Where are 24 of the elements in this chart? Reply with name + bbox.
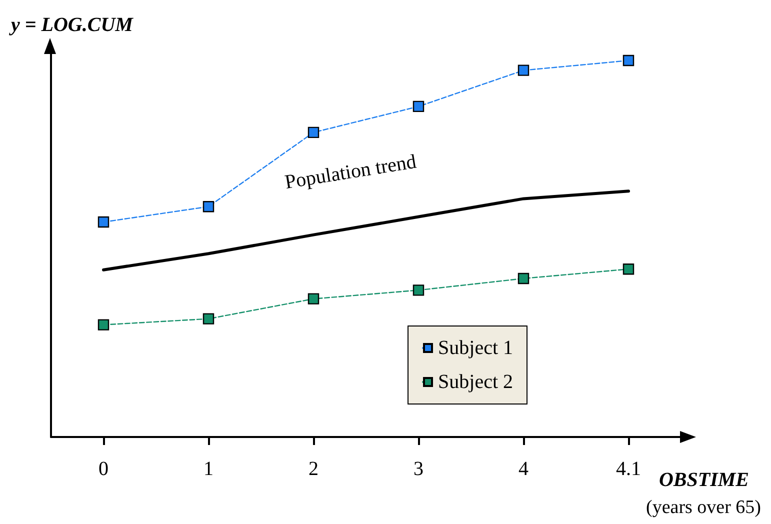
legend-label: Subject 2	[438, 371, 514, 393]
point	[98, 216, 110, 228]
point	[622, 263, 634, 275]
legend-label: Subject 1	[438, 337, 514, 359]
x-tick-label: 1	[204, 458, 214, 480]
point	[412, 284, 424, 296]
y-axis-title: y = LOG.CUM	[9, 14, 134, 36]
x-tick-label: 3	[414, 458, 424, 480]
x-tick-label: 4	[518, 458, 528, 480]
text: (years over 65)	[646, 497, 762, 518]
point	[518, 272, 530, 284]
point	[202, 201, 214, 212]
point	[98, 319, 110, 330]
x-axis-title: OBSTIME	[658, 469, 749, 491]
point	[412, 100, 424, 112]
point	[308, 293, 320, 304]
x-tick-label: 2	[308, 458, 318, 480]
annotation: Population trend	[283, 150, 418, 194]
point	[518, 64, 530, 76]
x-tick-label: 4.1	[616, 458, 641, 480]
point	[202, 313, 214, 324]
x-tick-label: 0	[98, 458, 108, 480]
point	[622, 54, 634, 66]
point	[308, 126, 320, 138]
